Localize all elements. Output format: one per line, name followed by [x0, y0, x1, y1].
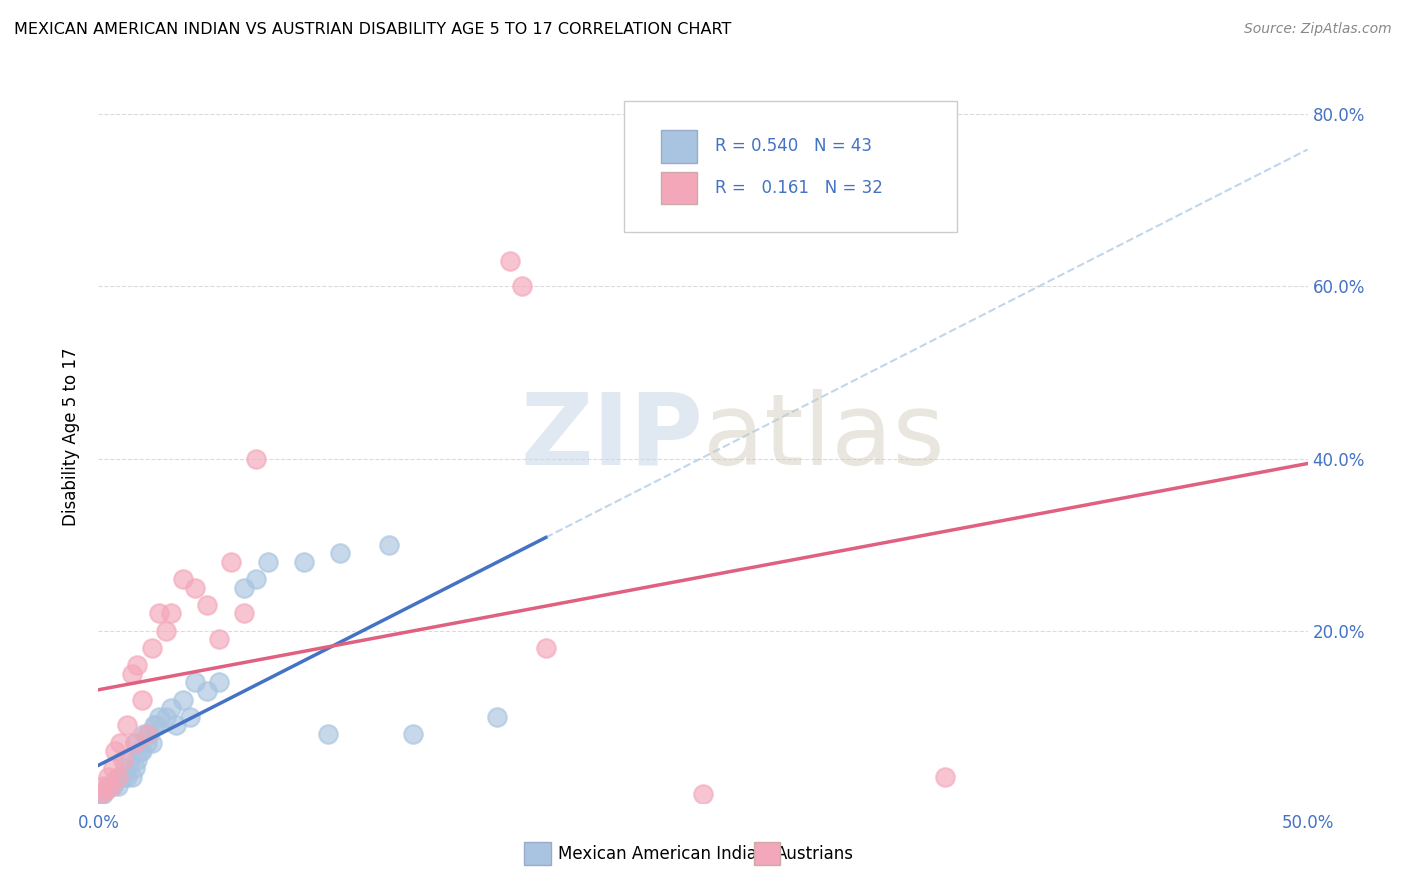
Point [195, 598, 218, 612]
Point [934, 770, 956, 784]
Y-axis label: Disability Age 5 to 17: Disability Age 5 to 17 [62, 348, 80, 526]
Point [124, 735, 146, 749]
Point [208, 675, 231, 690]
Point [97, 779, 120, 793]
Point [292, 555, 315, 569]
Text: R = 0.540   N = 43: R = 0.540 N = 43 [716, 137, 872, 155]
Point [402, 727, 425, 741]
Point [329, 546, 352, 560]
Point [245, 451, 267, 466]
Point [221, 555, 243, 569]
Point [90, 787, 112, 801]
Point [101, 761, 124, 775]
Point [165, 718, 187, 732]
Point [135, 735, 157, 749]
Point [124, 735, 146, 749]
FancyBboxPatch shape [661, 130, 697, 163]
Point [134, 727, 156, 741]
Point [94, 783, 117, 797]
Point [97, 770, 120, 784]
Point [121, 770, 143, 784]
Point [128, 744, 150, 758]
Point [256, 555, 278, 569]
Point [91, 787, 114, 801]
Point [108, 770, 131, 784]
Point [148, 710, 170, 724]
Point [100, 779, 122, 793]
Text: Source: ZipAtlas.com: Source: ZipAtlas.com [1244, 22, 1392, 37]
Point [124, 761, 146, 775]
Point [145, 718, 167, 732]
Point [232, 607, 254, 621]
Point [101, 779, 124, 793]
Point [692, 787, 714, 801]
Point [155, 710, 177, 724]
Point [172, 692, 194, 706]
FancyBboxPatch shape [661, 171, 697, 204]
Point [498, 253, 520, 268]
FancyBboxPatch shape [624, 101, 957, 232]
Point [208, 632, 231, 647]
Point [114, 761, 136, 775]
Point [148, 607, 170, 621]
Point [160, 607, 183, 621]
Point [534, 640, 557, 655]
Point [141, 640, 163, 655]
Point [184, 581, 207, 595]
Point [172, 572, 194, 586]
Point [141, 735, 163, 749]
Point [245, 572, 267, 586]
Point [135, 727, 157, 741]
Point [94, 783, 117, 797]
Point [179, 710, 201, 724]
Point [117, 718, 139, 732]
Text: Mexican American Indians: Mexican American Indians [558, 845, 776, 863]
Text: R =   0.161   N = 32: R = 0.161 N = 32 [716, 179, 883, 197]
Point [131, 744, 153, 758]
Point [486, 710, 509, 724]
Point [107, 779, 129, 793]
Point [138, 727, 160, 741]
Point [108, 735, 131, 749]
Point [100, 779, 122, 793]
Point [107, 770, 129, 784]
Point [111, 770, 134, 784]
Point [117, 770, 139, 784]
Point [184, 675, 207, 690]
Point [104, 774, 127, 789]
Point [131, 692, 153, 706]
Point [316, 727, 339, 741]
Point [232, 581, 254, 595]
Point [104, 744, 127, 758]
Text: ZIP: ZIP [520, 389, 703, 485]
Point [127, 753, 149, 767]
Point [90, 787, 112, 801]
Text: Austrians: Austrians [776, 845, 853, 863]
Point [91, 779, 114, 793]
Point [121, 666, 143, 681]
FancyBboxPatch shape [754, 841, 780, 865]
Text: MEXICAN AMERICAN INDIAN VS AUSTRIAN DISABILITY AGE 5 TO 17 CORRELATION CHART: MEXICAN AMERICAN INDIAN VS AUSTRIAN DISA… [14, 22, 731, 37]
Point [195, 684, 218, 698]
Point [510, 279, 533, 293]
Point [160, 701, 183, 715]
Point [377, 538, 399, 552]
Point [155, 624, 177, 638]
Point [118, 753, 141, 767]
Point [127, 658, 149, 673]
Text: atlas: atlas [703, 389, 945, 485]
Point [143, 718, 166, 732]
FancyBboxPatch shape [524, 841, 551, 865]
Point [111, 753, 134, 767]
